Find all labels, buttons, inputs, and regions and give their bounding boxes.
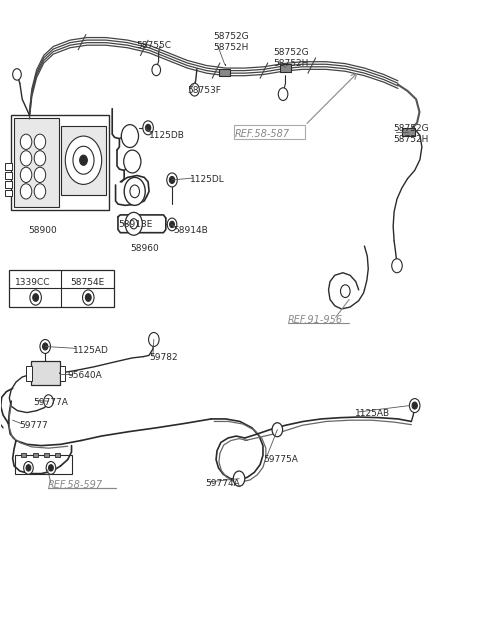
Circle shape [412, 402, 417, 409]
Circle shape [20, 151, 32, 166]
Circle shape [30, 290, 41, 305]
Text: 59777: 59777 [19, 421, 48, 430]
Text: 58913E: 58913E [118, 220, 152, 229]
Text: REF.58-597: REF.58-597 [48, 480, 103, 490]
Circle shape [24, 462, 33, 474]
Circle shape [130, 218, 138, 229]
Bar [21, 454, 26, 457]
Circle shape [125, 212, 143, 235]
Text: 58752G
58752H: 58752G 58752H [393, 124, 429, 144]
Circle shape [85, 294, 91, 301]
Circle shape [169, 176, 175, 183]
Bar [280, 64, 291, 72]
Bar [5, 173, 12, 178]
Bar [55, 454, 60, 457]
Circle shape [33, 294, 38, 301]
Circle shape [83, 290, 94, 305]
Circle shape [34, 168, 46, 182]
Circle shape [73, 147, 94, 174]
Text: 58752G
58752H: 58752G 58752H [274, 48, 309, 68]
Bar [61, 126, 107, 194]
Circle shape [167, 173, 177, 187]
Bar [31, 361, 60, 385]
Circle shape [143, 121, 154, 135]
Circle shape [20, 168, 32, 182]
Text: 1125AB: 1125AB [355, 410, 390, 419]
Circle shape [272, 423, 283, 437]
Bar [5, 181, 12, 187]
Bar [219, 69, 230, 76]
Text: 1339CC: 1339CC [15, 278, 50, 287]
Text: 59777A: 59777A [33, 398, 68, 407]
Bar [26, 366, 32, 381]
Bar [15, 455, 72, 474]
Circle shape [121, 125, 139, 148]
Circle shape [169, 221, 174, 227]
Circle shape [44, 395, 53, 408]
Circle shape [167, 218, 177, 231]
Bar [44, 454, 49, 457]
Circle shape [65, 136, 102, 184]
Bar [60, 366, 65, 381]
Circle shape [43, 343, 48, 350]
Text: 58960: 58960 [130, 244, 159, 253]
Circle shape [20, 134, 32, 150]
Circle shape [409, 399, 420, 413]
Circle shape [26, 464, 31, 471]
Circle shape [130, 185, 140, 197]
Circle shape [145, 124, 151, 131]
Bar [11, 115, 109, 210]
Text: 1125DB: 1125DB [149, 131, 185, 140]
Text: 95640A: 95640A [68, 371, 102, 380]
Circle shape [34, 151, 46, 166]
Circle shape [392, 259, 402, 273]
Circle shape [46, 462, 56, 474]
Circle shape [40, 340, 50, 354]
Text: REF.58-587: REF.58-587 [235, 129, 290, 139]
Text: 1125AD: 1125AD [72, 346, 108, 355]
Text: 58755C: 58755C [136, 41, 171, 50]
Text: 59775A: 59775A [263, 455, 298, 464]
Bar [5, 190, 12, 196]
Text: 58900: 58900 [28, 226, 57, 235]
Text: 1125DL: 1125DL [190, 175, 225, 185]
Text: 58753F: 58753F [187, 87, 221, 96]
Circle shape [80, 155, 87, 166]
Text: 59774A: 59774A [205, 479, 240, 488]
Circle shape [34, 134, 46, 150]
Text: 58914B: 58914B [173, 226, 208, 235]
Circle shape [124, 150, 141, 173]
Bar [5, 164, 12, 170]
Circle shape [340, 285, 350, 297]
Text: 59782: 59782 [149, 354, 178, 362]
Circle shape [20, 183, 32, 199]
Bar [33, 454, 37, 457]
Bar [13, 118, 59, 207]
Circle shape [278, 88, 288, 101]
Circle shape [233, 471, 245, 486]
Circle shape [152, 64, 160, 76]
Circle shape [12, 69, 21, 80]
Circle shape [149, 333, 159, 347]
Bar [402, 128, 415, 136]
Text: REF.91-956: REF.91-956 [288, 315, 343, 325]
Circle shape [48, 464, 53, 471]
Text: 58752G
58752H: 58752G 58752H [214, 32, 249, 52]
Bar [234, 125, 305, 140]
Circle shape [34, 183, 46, 199]
Circle shape [124, 177, 145, 205]
Bar [9, 270, 114, 307]
Circle shape [190, 83, 199, 96]
Text: 58754E: 58754E [70, 278, 104, 287]
